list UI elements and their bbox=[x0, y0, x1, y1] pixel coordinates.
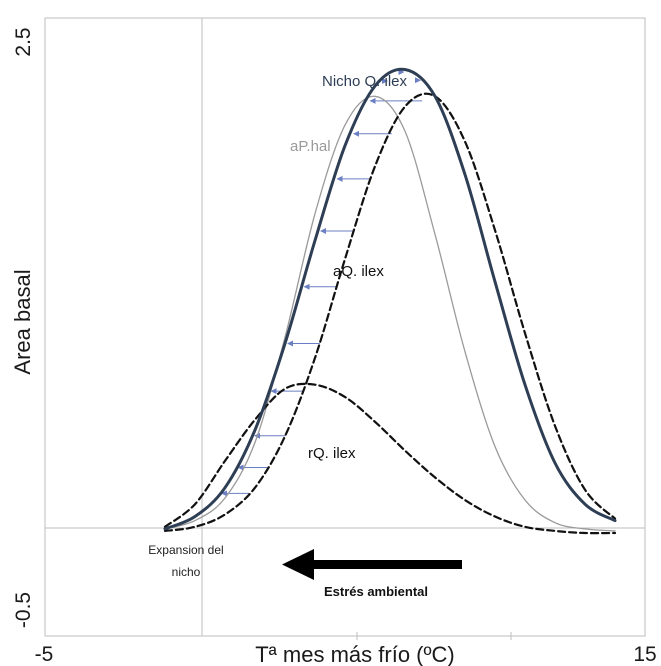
label-ap-hal: aP.hal bbox=[290, 138, 331, 155]
plot-area-frame bbox=[44, 17, 646, 637]
label-rq-ilex: rQ. ilex bbox=[308, 445, 356, 462]
curve-ap-hal bbox=[164, 95, 616, 532]
y-tick-top: 2.5 bbox=[12, 27, 35, 56]
x-tick-right: 15 bbox=[633, 643, 656, 666]
curve-aq-ilex bbox=[163, 92, 617, 532]
x-axis-minor-ticks bbox=[356, 632, 512, 640]
stress-label: Estrés ambiental bbox=[324, 584, 428, 599]
y-tick-bottom: -0.5 bbox=[12, 592, 35, 628]
curves bbox=[163, 67, 617, 535]
expansion-note-line2: nicho bbox=[172, 565, 201, 579]
niche-expansion-arrows bbox=[221, 69, 423, 497]
y-axis-title: Area basal bbox=[10, 269, 35, 374]
stress-arrow bbox=[282, 549, 462, 580]
label-nicho-q-ilex: Nicho Q. ilex bbox=[322, 73, 408, 90]
x-tick-left: -5 bbox=[35, 643, 54, 666]
label-aq-ilex: aQ. ilex bbox=[333, 263, 384, 280]
x-axis-title: Tª mes más frío (ºC) bbox=[255, 642, 455, 666]
expansion-note-line1: Expansion del bbox=[148, 543, 223, 557]
curve-nicho-q-ilex bbox=[163, 67, 617, 531]
curve-rq-ilex bbox=[163, 382, 617, 535]
